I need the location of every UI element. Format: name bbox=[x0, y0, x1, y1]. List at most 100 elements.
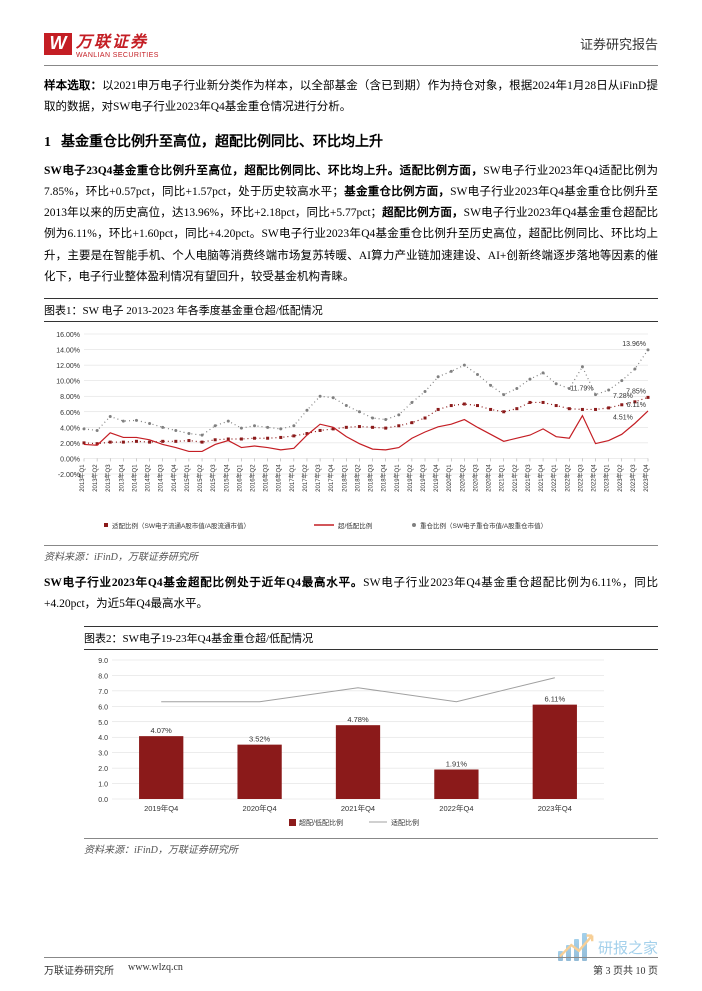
svg-text:2023年Q1: 2023年Q1 bbox=[603, 464, 611, 492]
svg-text:2020年Q4: 2020年Q4 bbox=[242, 803, 276, 813]
svg-text:2016年Q1: 2016年Q1 bbox=[235, 464, 243, 492]
intro-text: 以2021申万电子行业新分类作为样本，以全部基金（含已到期）作为持仓对象，根据2… bbox=[44, 80, 658, 113]
page-footer: 万联证券研究所 www.wlzq.cn 第 3 页共 10 页 bbox=[44, 957, 658, 977]
svg-text:0.0: 0.0 bbox=[98, 797, 108, 804]
svg-text:2018年Q4: 2018年Q4 bbox=[380, 464, 388, 492]
svg-text:2023年Q3: 2023年Q3 bbox=[629, 464, 637, 492]
mid-paragraph: SW电子行业2023年Q4基金超配比例处于近年Q4最高水平。SW电子行业2023… bbox=[44, 573, 658, 616]
svg-text:1.0: 1.0 bbox=[98, 781, 108, 788]
svg-text:3.52%: 3.52% bbox=[249, 734, 271, 743]
svg-text:6.00%: 6.00% bbox=[60, 410, 80, 417]
svg-text:8.0: 8.0 bbox=[98, 673, 108, 680]
footer-org: 万联证券研究所 bbox=[44, 962, 114, 977]
logo: W 万联证券 WANLIAN SECURITIES bbox=[44, 28, 159, 59]
chart1-source: 资料来源：iFinD，万联证券研究所 bbox=[44, 545, 658, 563]
svg-text:13.96%: 13.96% bbox=[622, 341, 646, 348]
svg-text:2017年Q3: 2017年Q3 bbox=[314, 464, 322, 492]
svg-text:2016年Q3: 2016年Q3 bbox=[262, 464, 270, 492]
svg-text:8.00%: 8.00% bbox=[60, 394, 80, 401]
svg-text:2022年Q1: 2022年Q1 bbox=[550, 464, 558, 492]
svg-text:2014年Q4: 2014年Q4 bbox=[170, 464, 178, 492]
svg-text:2013年Q1: 2013年Q1 bbox=[78, 464, 86, 492]
svg-text:2021年Q2: 2021年Q2 bbox=[511, 464, 519, 492]
svg-text:2013年Q4: 2013年Q4 bbox=[117, 464, 125, 492]
chart2-source: 资料来源：iFinD，万联证券研究所 bbox=[84, 838, 658, 856]
watermark-text: 研报之家 bbox=[598, 937, 658, 958]
svg-text:2019年Q1: 2019年Q1 bbox=[393, 464, 401, 492]
section-1-title: 1 基金重仓比例升至高位，超配比例同比、环比均上升 bbox=[44, 131, 658, 151]
chart1-caption: 图表1：SW 电子 2013-2023 年各季度基金重仓超/低配情况 bbox=[44, 298, 658, 322]
svg-text:16.00%: 16.00% bbox=[56, 332, 80, 339]
intro-label: 样本选取： bbox=[44, 80, 102, 92]
svg-text:2015年Q3: 2015年Q3 bbox=[209, 464, 217, 492]
svg-text:2017年Q2: 2017年Q2 bbox=[301, 464, 309, 492]
svg-text:2023年Q4: 2023年Q4 bbox=[642, 464, 650, 492]
svg-text:2015年Q2: 2015年Q2 bbox=[196, 464, 204, 492]
logo-en: WANLIAN SECURITIES bbox=[76, 52, 159, 59]
svg-text:2.00%: 2.00% bbox=[60, 441, 80, 448]
svg-text:2019年Q4: 2019年Q4 bbox=[432, 464, 440, 492]
svg-text:7.0: 7.0 bbox=[98, 689, 108, 696]
svg-text:超配/低配比例: 超配/低配比例 bbox=[299, 818, 343, 827]
svg-text:12.00%: 12.00% bbox=[56, 363, 80, 370]
svg-text:2020年Q3: 2020年Q3 bbox=[471, 464, 479, 492]
svg-text:2020年Q4: 2020年Q4 bbox=[485, 464, 493, 492]
section-title-text: 基金重仓比例升至高位，超配比例同比、环比均上升 bbox=[61, 135, 383, 150]
svg-text:2022年Q2: 2022年Q2 bbox=[563, 464, 571, 492]
svg-text:超/低配比例: 超/低配比例 bbox=[338, 521, 372, 530]
svg-text:2014年Q3: 2014年Q3 bbox=[157, 464, 165, 492]
svg-text:2013年Q2: 2013年Q2 bbox=[91, 464, 99, 492]
svg-text:11.79%: 11.79% bbox=[570, 386, 593, 393]
section-num: 1 bbox=[44, 135, 51, 150]
intro-paragraph: 样本选取：以2021申万电子行业新分类作为样本，以全部基金（含已到期）作为持仓对… bbox=[44, 76, 658, 119]
report-type: 证券研究报告 bbox=[580, 34, 658, 53]
svg-text:2021年Q4: 2021年Q4 bbox=[341, 803, 375, 813]
svg-text:1.91%: 1.91% bbox=[446, 759, 468, 768]
svg-text:2.0: 2.0 bbox=[98, 766, 108, 773]
svg-text:2018年Q3: 2018年Q3 bbox=[367, 464, 375, 492]
svg-text:2014年Q1: 2014年Q1 bbox=[130, 464, 138, 492]
svg-text:2021年Q3: 2021年Q3 bbox=[524, 464, 532, 492]
svg-text:4.51%: 4.51% bbox=[613, 414, 633, 421]
svg-text:2017年Q1: 2017年Q1 bbox=[288, 464, 296, 492]
svg-text:2016年Q2: 2016年Q2 bbox=[249, 464, 257, 492]
svg-text:重仓比例（SW电子重仓市值/A股重仓市值）: 重仓比例（SW电子重仓市值/A股重仓市值） bbox=[420, 521, 547, 530]
svg-text:14.00%: 14.00% bbox=[56, 348, 80, 355]
svg-text:10.00%: 10.00% bbox=[56, 379, 80, 386]
svg-text:5.0: 5.0 bbox=[98, 719, 108, 726]
logo-mark: W bbox=[44, 33, 72, 55]
svg-text:4.0: 4.0 bbox=[98, 735, 108, 742]
svg-text:4.78%: 4.78% bbox=[347, 715, 369, 724]
svg-text:2015年Q1: 2015年Q1 bbox=[183, 464, 191, 492]
svg-text:2017年Q4: 2017年Q4 bbox=[327, 464, 335, 492]
svg-text:2018年Q2: 2018年Q2 bbox=[353, 464, 361, 492]
chart2-caption: 图表2：SW电子19-23年Q4基金重仓超/低配情况 bbox=[84, 626, 658, 650]
svg-text:2023年Q2: 2023年Q2 bbox=[616, 464, 624, 492]
svg-text:2019年Q3: 2019年Q3 bbox=[419, 464, 427, 492]
svg-text:2021年Q4: 2021年Q4 bbox=[537, 464, 545, 492]
section-1-paragraph: SW电子23Q4基金重仓比例升至高位，超配比例同比、环比均上升。适配比例方面，S… bbox=[44, 161, 658, 289]
svg-text:2022年Q3: 2022年Q3 bbox=[576, 464, 584, 492]
footer-url: www.wlzq.cn bbox=[128, 962, 183, 977]
svg-text:6.11%: 6.11% bbox=[627, 402, 646, 409]
svg-text:2020年Q2: 2020年Q2 bbox=[458, 464, 466, 492]
svg-text:2015年Q4: 2015年Q4 bbox=[222, 464, 230, 492]
chart1: -2.00%0.00%2.00%4.00%6.00%8.00%10.00%12.… bbox=[44, 322, 658, 545]
svg-text:2019年Q4: 2019年Q4 bbox=[144, 803, 178, 813]
svg-text:2018年Q1: 2018年Q1 bbox=[340, 464, 348, 492]
svg-text:适配比例: 适配比例 bbox=[391, 818, 419, 827]
svg-text:6.0: 6.0 bbox=[98, 704, 108, 711]
svg-text:2013年Q3: 2013年Q3 bbox=[104, 464, 112, 492]
svg-text:2019年Q2: 2019年Q2 bbox=[406, 464, 414, 492]
chart2: 0.01.02.03.04.05.06.07.08.09.04.07%3.52%… bbox=[84, 650, 658, 838]
svg-text:2016年Q4: 2016年Q4 bbox=[275, 464, 283, 492]
svg-text:适配比例（SW电子流通A股市值/A股流通市值）: 适配比例（SW电子流通A股市值/A股流通市值） bbox=[112, 521, 250, 530]
svg-text:2022年Q4: 2022年Q4 bbox=[439, 803, 473, 813]
svg-text:6.11%: 6.11% bbox=[544, 694, 565, 703]
svg-text:9.0: 9.0 bbox=[98, 658, 108, 665]
footer-page: 第 3 页共 10 页 bbox=[593, 962, 658, 977]
svg-text:7.28%: 7.28% bbox=[613, 393, 633, 400]
svg-text:2023年Q4: 2023年Q4 bbox=[538, 803, 572, 813]
svg-text:2022年Q4: 2022年Q4 bbox=[590, 464, 598, 492]
svg-text:2014年Q2: 2014年Q2 bbox=[144, 464, 152, 492]
